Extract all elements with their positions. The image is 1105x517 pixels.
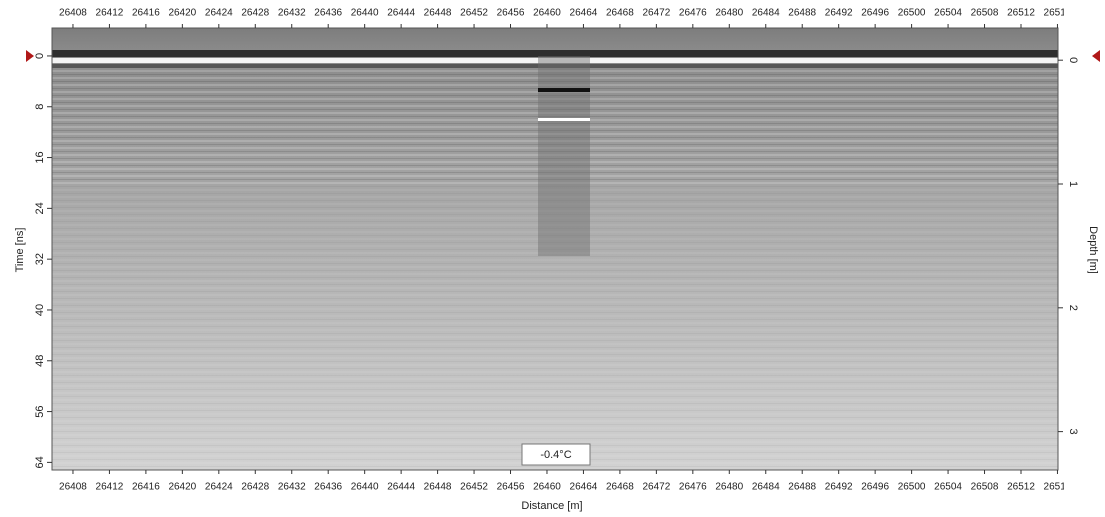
x-tick-label: 26408 [59, 482, 87, 493]
zero-marker [26, 50, 34, 62]
y2-tick-label: 0 [1067, 57, 1079, 63]
x-tick-label: 26476 [679, 8, 707, 19]
zero-marker [1092, 50, 1100, 62]
x-tick-label: 26432 [278, 482, 306, 493]
x-tick-label: 26408 [59, 8, 87, 19]
x-tick-label: 26424 [205, 482, 233, 493]
x-tick-label: 26432 [278, 8, 306, 19]
x-tick-label: 26484 [752, 8, 780, 19]
y-tick-label: 40 [34, 304, 46, 316]
x-tick-label: 26496 [861, 482, 889, 493]
x-axis-label: Distance [m] [521, 500, 582, 512]
x-tick-label: 26448 [424, 8, 452, 19]
x-tick-label: 26492 [825, 8, 853, 19]
x-tick-label: 26468 [606, 482, 634, 493]
x-tick-label: 26476 [679, 482, 707, 493]
x-tick-label: 26416 [132, 8, 160, 19]
x-tick-label: 26504 [934, 8, 962, 19]
x-tick-label: 26512 [1007, 8, 1035, 19]
x-tick-label: 26428 [241, 482, 269, 493]
x-tick-label: 26484 [752, 482, 780, 493]
x-tick-label: 26456 [497, 8, 525, 19]
y-tick-label: 16 [34, 151, 46, 163]
x-tick-label: 26444 [387, 482, 415, 493]
x-tick-label: 26488 [788, 482, 816, 493]
x-tick-label: 26444 [387, 8, 415, 19]
x-tick-label: 26456 [497, 482, 525, 493]
x-tick-label: 26500 [898, 482, 926, 493]
x-tick-label: 26460 [533, 8, 561, 19]
x-tick-label: 26416 [132, 482, 160, 493]
x-tick-label: 26436 [314, 482, 342, 493]
x-tick-label: 26452 [460, 8, 488, 19]
y-axis-label: Time [ns] [14, 228, 26, 273]
y-tick-label: 64 [34, 456, 46, 468]
x-tick-label: 26448 [424, 482, 452, 493]
x-tick-label: 26492 [825, 482, 853, 493]
x-tick-label: 26480 [715, 8, 743, 19]
x-tick-label: 26500 [898, 8, 926, 19]
x-tick-label: 26428 [241, 8, 269, 19]
x-tick-label: 26460 [533, 482, 561, 493]
y-tick-label: 32 [34, 253, 46, 265]
x-tick-label: 26464 [570, 482, 598, 493]
y2-tick-label: 2 [1067, 305, 1079, 311]
x-tick-label: 26512 [1007, 482, 1035, 493]
x-tick-label: 26452 [460, 482, 488, 493]
x-tick-label: 26424 [205, 8, 233, 19]
y2-tick-label: 1 [1067, 181, 1079, 187]
x-tick-label: 26508 [971, 8, 999, 19]
x-tick-label: 26440 [351, 482, 379, 493]
y2-axis-label: Depth [m] [1087, 226, 1099, 274]
x-tick-label: 26436 [314, 8, 342, 19]
x-tick-label: 26496 [861, 8, 889, 19]
x-tick-label: 26420 [168, 8, 196, 19]
y-tick-label: 48 [34, 355, 46, 367]
y-tick-label: 24 [34, 202, 46, 214]
y-tick-label: 8 [34, 104, 46, 110]
x-tick-label: 26420 [168, 482, 196, 493]
x-tick-label: 26508 [971, 482, 999, 493]
x-tick-label: 26464 [570, 8, 598, 19]
x-tick-label: 26504 [934, 482, 962, 493]
y2-tick-label: 3 [1067, 429, 1079, 435]
x-tick-label: 26480 [715, 482, 743, 493]
chart: -0.4°C Distance [m] Time [ns] Depth [m] … [0, 0, 1105, 517]
x-tick-label: 26472 [642, 8, 670, 19]
x-tick-label: 26412 [96, 482, 124, 493]
x-tick-label: 26468 [606, 8, 634, 19]
y-tick-label: 0 [34, 53, 46, 59]
y-tick-label: 56 [34, 405, 46, 417]
x-tick-label: 26488 [788, 8, 816, 19]
x-tick-label: 26516 [1044, 482, 1072, 493]
x-tick-label: 26516 [1044, 8, 1072, 19]
radar-image [52, 28, 1058, 470]
x-tick-label: 26472 [642, 482, 670, 493]
x-tick-label: 26440 [351, 8, 379, 19]
annotation: -0.4°C [540, 449, 571, 461]
x-tick-label: 26412 [96, 8, 124, 19]
